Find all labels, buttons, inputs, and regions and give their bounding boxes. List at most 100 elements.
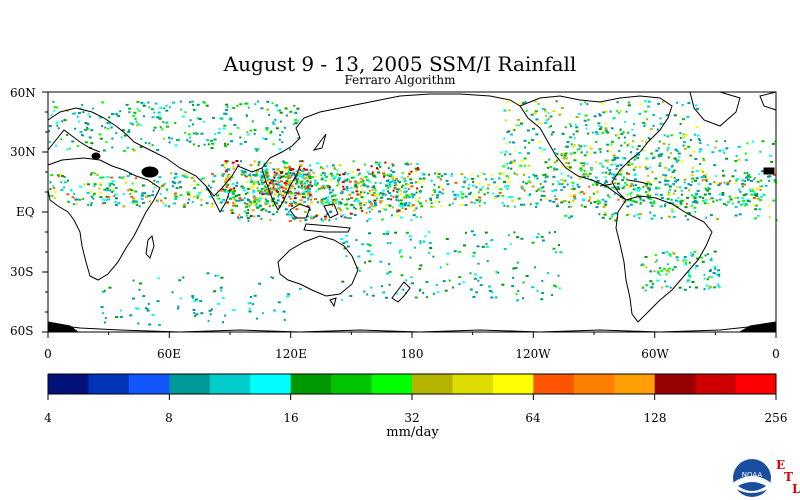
rain-pixel xyxy=(349,295,353,297)
rain-pixel xyxy=(463,244,466,247)
rain-pixel xyxy=(448,204,451,207)
rain-pixel xyxy=(132,149,136,152)
rain-pixel xyxy=(269,219,272,222)
rain-pixel xyxy=(580,162,584,165)
rain-pixel xyxy=(588,172,592,175)
rain-pixel xyxy=(241,187,245,189)
rain-pixel xyxy=(631,162,634,165)
rain-pixel xyxy=(595,160,598,163)
rain-pixel xyxy=(278,189,280,192)
rain-pixel xyxy=(703,273,706,276)
rain-pixel xyxy=(261,208,265,211)
rain-pixel xyxy=(101,125,104,128)
rain-pixel xyxy=(99,183,102,186)
rain-pixel xyxy=(125,103,129,106)
rain-pixel xyxy=(281,194,285,197)
rain-pixel xyxy=(627,164,631,167)
rain-pixel xyxy=(453,193,457,196)
rain-pixel xyxy=(200,132,204,135)
rain-pixel xyxy=(693,206,697,209)
rain-pixel xyxy=(684,206,688,209)
rain-pixel xyxy=(722,174,726,177)
rain-pixel xyxy=(139,282,143,285)
rain-pixel xyxy=(236,181,239,184)
rain-pixel xyxy=(279,193,282,196)
rain-pixel xyxy=(371,189,374,192)
rain-pixel xyxy=(578,177,582,180)
rain-pixel xyxy=(117,202,121,205)
rain-pixel xyxy=(748,173,751,176)
rain-pixel xyxy=(341,181,345,183)
rain-pixel xyxy=(688,274,692,277)
rain-pixel xyxy=(102,149,106,152)
rain-pixel xyxy=(336,179,340,182)
rain-pixel xyxy=(630,191,633,194)
rain-pixel xyxy=(386,242,389,245)
rain-pixel xyxy=(188,198,190,201)
rain-pixel xyxy=(298,180,300,182)
rain-pixel xyxy=(102,202,104,205)
rain-pixel xyxy=(649,195,652,197)
rain-pixel xyxy=(695,169,699,172)
rain-pixel xyxy=(78,198,81,201)
rain-pixel xyxy=(645,185,648,188)
rain-pixel xyxy=(659,117,662,120)
rain-pixel xyxy=(276,202,279,205)
rain-pixel xyxy=(99,176,103,179)
rain-pixel xyxy=(557,156,560,159)
rain-pixel xyxy=(136,307,140,310)
rain-pixel xyxy=(225,186,229,189)
rain-pixel xyxy=(72,203,75,206)
rain-pixel xyxy=(479,276,483,279)
rain-pixel xyxy=(683,256,687,258)
rain-pixel xyxy=(526,129,530,132)
rain-pixel xyxy=(759,199,763,201)
rain-pixel xyxy=(347,198,350,201)
rain-pixel xyxy=(277,193,280,196)
rain-pixel xyxy=(628,213,630,216)
rain-pixel xyxy=(611,188,614,191)
rain-pixel xyxy=(318,188,321,191)
rain-pixel xyxy=(132,114,136,117)
rain-pixel xyxy=(702,159,706,162)
rain-pixel xyxy=(511,285,515,288)
rain-pixel xyxy=(246,102,249,105)
rain-pixel xyxy=(587,132,590,135)
rain-pixel xyxy=(137,122,140,125)
colorbar-swatch xyxy=(412,374,453,394)
rain-pixel xyxy=(345,234,349,237)
rain-pixel xyxy=(613,192,616,195)
rain-pixel xyxy=(66,133,69,136)
rain-pixel xyxy=(393,187,397,189)
rain-pixel xyxy=(432,255,435,258)
rain-pixel xyxy=(148,106,151,109)
rain-pixel xyxy=(208,195,212,198)
rain-pixel xyxy=(556,205,559,208)
rain-pixel xyxy=(296,107,300,110)
rain-pixel xyxy=(271,188,275,191)
rain-pixel xyxy=(649,211,652,214)
rain-pixel xyxy=(560,178,564,181)
rain-pixel xyxy=(392,171,396,173)
rain-pixel xyxy=(158,115,162,118)
rain-pixel xyxy=(366,185,370,188)
rain-pixel xyxy=(687,279,691,282)
rain-pixel xyxy=(56,174,60,177)
rain-pixel xyxy=(272,184,276,187)
rain-pixel xyxy=(256,206,260,209)
rain-pixel xyxy=(253,196,257,199)
rain-pixel xyxy=(277,191,279,193)
rain-pixel xyxy=(153,126,157,129)
rain-pixel xyxy=(607,194,610,197)
rain-pixel xyxy=(535,203,538,206)
rain-pixel xyxy=(366,293,369,296)
rain-pixel xyxy=(224,160,228,163)
rain-pixel xyxy=(705,179,708,182)
rain-pixel xyxy=(207,320,210,322)
rain-pixel xyxy=(283,126,286,129)
colorbar-swatch xyxy=(452,374,494,394)
rain-pixel xyxy=(470,173,473,176)
rain-pixel xyxy=(713,265,717,268)
rain-pixel xyxy=(688,189,691,192)
rain-pixel xyxy=(521,102,525,104)
